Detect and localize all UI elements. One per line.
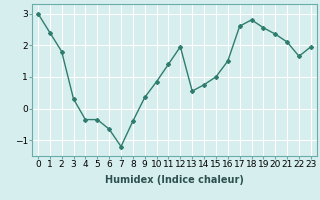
X-axis label: Humidex (Indice chaleur): Humidex (Indice chaleur) [105, 175, 244, 185]
